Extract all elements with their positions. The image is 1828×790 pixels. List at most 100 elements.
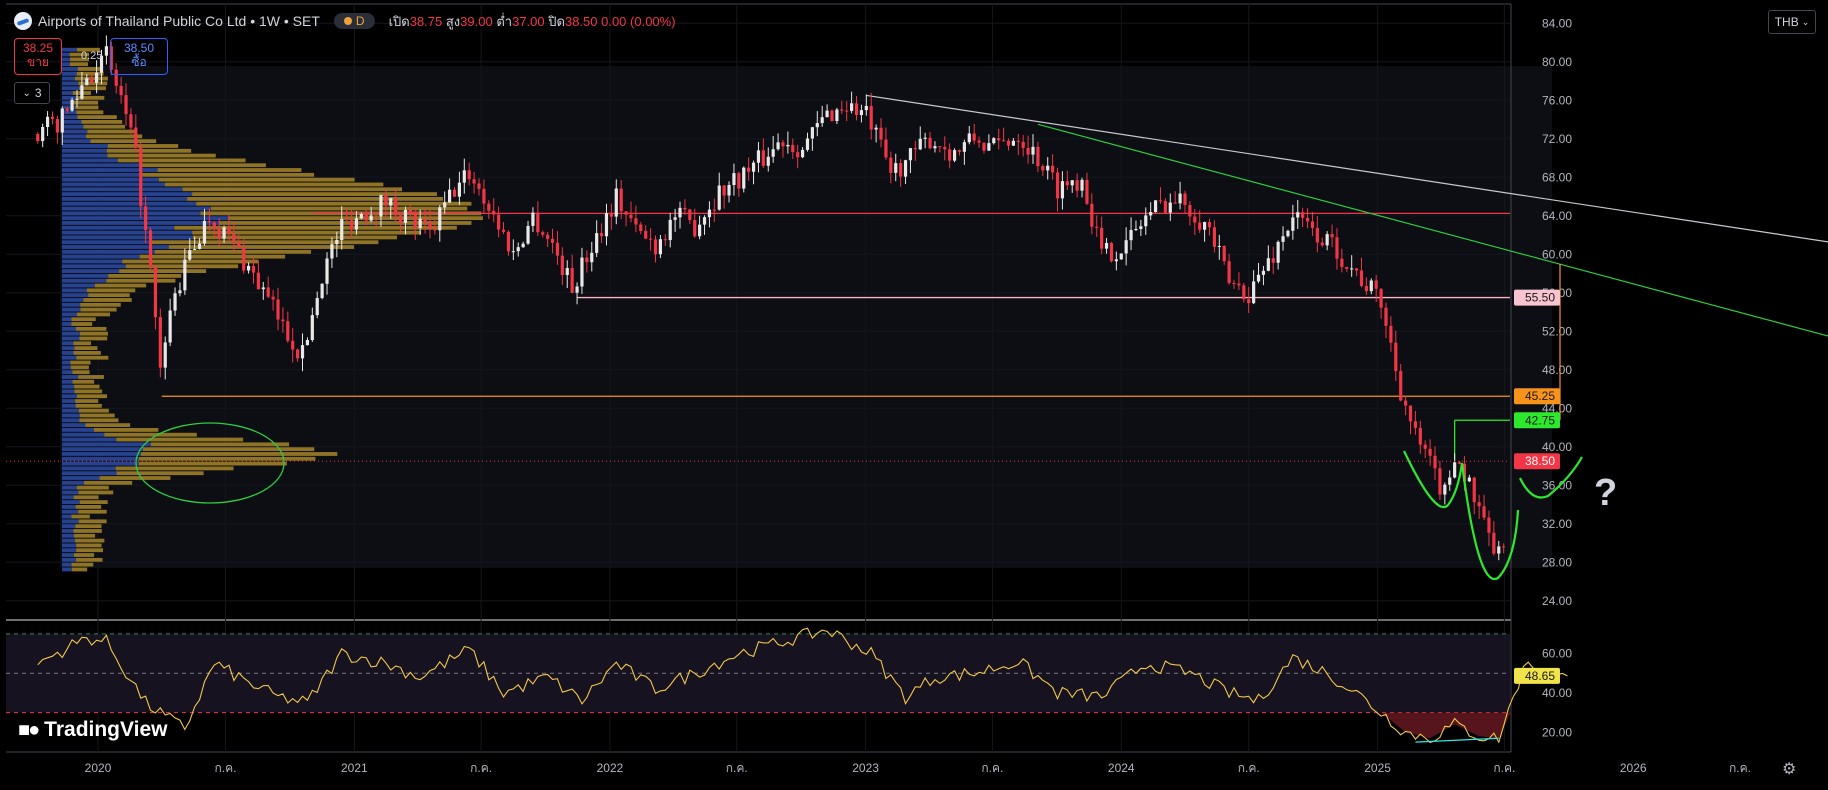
candle-body[interactable] [698, 224, 702, 237]
candle-body[interactable] [1168, 202, 1172, 213]
head-curve[interactable] [1460, 462, 1520, 581]
candle-body[interactable] [1296, 212, 1300, 218]
candle-body[interactable] [830, 110, 834, 122]
candle-body[interactable] [859, 110, 864, 116]
candle-body[interactable] [609, 213, 613, 217]
candle-body[interactable] [928, 137, 932, 149]
candle-body[interactable] [933, 146, 937, 149]
candle-body[interactable] [761, 150, 765, 166]
candle-body[interactable] [497, 214, 501, 230]
candle-body[interactable] [727, 185, 731, 196]
candle-body[interactable] [374, 215, 378, 217]
candle-body[interactable] [467, 170, 471, 180]
candle-body[interactable] [1462, 463, 1467, 482]
candle-body[interactable] [967, 133, 971, 143]
candle-body[interactable] [1202, 222, 1207, 230]
candle-body[interactable] [315, 298, 319, 316]
candle-body[interactable] [1051, 165, 1055, 173]
candle-body[interactable] [1315, 227, 1319, 243]
candle-body[interactable] [619, 188, 623, 212]
candle-body[interactable] [1055, 172, 1060, 199]
candle-body[interactable] [330, 244, 334, 259]
buy-button[interactable]: 38.50 ซื้อ [110, 38, 168, 75]
candle-body[interactable] [1090, 203, 1094, 227]
candle-body[interactable] [1350, 268, 1354, 270]
candle-body[interactable] [835, 109, 839, 122]
candle-body[interactable] [413, 212, 417, 229]
candle-body[interactable] [1065, 181, 1069, 186]
candle-body[interactable] [1301, 212, 1305, 218]
candle-body[interactable] [541, 232, 545, 235]
candle-body[interactable] [60, 108, 64, 133]
candle-body[interactable] [546, 234, 550, 239]
candle-body[interactable] [1467, 477, 1471, 482]
candle-body[interactable] [227, 227, 231, 234]
candle-body[interactable] [1438, 468, 1442, 495]
candle-body[interactable] [948, 149, 952, 161]
candle-body[interactable] [1227, 261, 1231, 284]
candle-body[interactable] [428, 222, 432, 229]
candle-body[interactable] [639, 224, 643, 231]
question-annotation[interactable]: ? [1594, 472, 1617, 514]
candle-body[interactable] [158, 317, 162, 368]
candle-body[interactable] [923, 137, 927, 139]
candle-body[interactable] [673, 217, 677, 220]
candle-body[interactable] [599, 233, 604, 237]
candle-body[interactable] [1281, 236, 1285, 242]
candle-body[interactable] [1217, 245, 1221, 247]
candle-body[interactable] [1423, 444, 1427, 449]
candle-body[interactable] [1193, 216, 1197, 223]
candle-body[interactable] [903, 160, 908, 177]
candle-body[interactable] [276, 299, 280, 320]
tradingview-logo[interactable]: ■● TradingView [18, 718, 168, 742]
candle-body[interactable] [850, 103, 854, 111]
candle-body[interactable] [1502, 546, 1506, 548]
candle-body[interactable] [1212, 227, 1217, 247]
candle-body[interactable] [943, 147, 947, 150]
candle-body[interactable] [1325, 234, 1329, 246]
candle-body[interactable] [36, 133, 40, 142]
currency-select[interactable]: THB ⌄ [1768, 10, 1816, 34]
sell-button[interactable]: 38.25 ขาย [14, 38, 62, 75]
candle-body[interactable] [516, 247, 520, 252]
candle-body[interactable] [1492, 532, 1496, 554]
candle-body[interactable] [1134, 228, 1138, 231]
candle-body[interactable] [1345, 266, 1349, 269]
candle-body[interactable] [183, 259, 187, 291]
candle-body[interactable] [1369, 280, 1373, 292]
candle-body[interactable] [1001, 140, 1006, 142]
candle-body[interactable] [796, 152, 800, 158]
candle-body[interactable] [1276, 241, 1280, 263]
candle-body[interactable] [751, 162, 756, 172]
candle-body[interactable] [786, 144, 790, 147]
candle-body[interactable] [482, 188, 486, 204]
candle-body[interactable] [918, 138, 922, 150]
candle-body[interactable] [212, 222, 216, 230]
candle-body[interactable] [119, 85, 123, 96]
candle-body[interactable] [1291, 217, 1295, 231]
trendline[interactable] [1037, 123, 1828, 341]
candle-body[interactable] [938, 146, 942, 148]
candle-body[interactable] [207, 220, 211, 223]
candle-body[interactable] [335, 239, 339, 245]
candle-body[interactable] [1364, 285, 1368, 292]
candle-body[interactable] [114, 69, 118, 86]
candle-body[interactable] [1075, 180, 1079, 191]
candle-body[interactable] [1046, 165, 1050, 171]
candle-body[interactable] [712, 209, 716, 211]
candle-body[interactable] [511, 251, 515, 253]
candle-body[interactable] [899, 163, 903, 177]
candle-body[interactable] [1021, 141, 1025, 148]
candle-body[interactable] [1144, 215, 1148, 227]
candle-body[interactable] [144, 206, 148, 231]
candle-body[interactable] [300, 345, 305, 359]
candle-body[interactable] [1163, 201, 1167, 213]
candle-body[interactable] [104, 46, 109, 56]
candle-body[interactable] [266, 287, 270, 297]
candle-body[interactable] [614, 188, 618, 217]
candle-body[interactable] [747, 167, 751, 172]
candle-body[interactable] [242, 246, 246, 271]
candle-body[interactable] [109, 46, 113, 70]
candle-body[interactable] [364, 213, 368, 221]
left-shoulder-curve[interactable] [1403, 450, 1464, 509]
